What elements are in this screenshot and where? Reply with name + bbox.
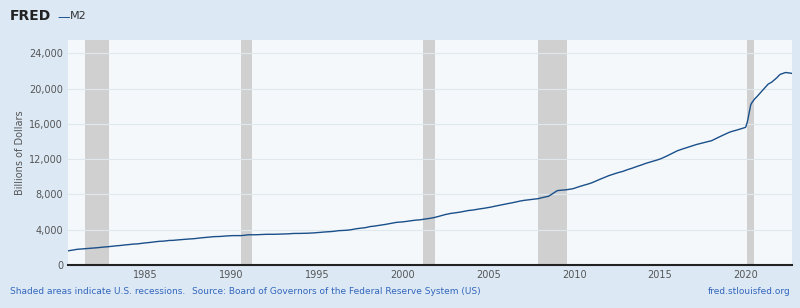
Bar [747,40,754,265]
Text: fred.stlouisfed.org: fred.stlouisfed.org [708,286,790,296]
Bar [85,40,109,265]
Y-axis label: Billions of Dollars: Billions of Dollars [15,110,25,195]
Bar [242,40,251,265]
Bar [423,40,435,265]
Bar [538,40,567,265]
Text: M2: M2 [70,11,86,21]
Text: —: — [58,11,70,24]
Text: Shaded areas indicate U.S. recessions.: Shaded areas indicate U.S. recessions. [10,286,185,296]
Text: Source: Board of Governors of the Federal Reserve System (US): Source: Board of Governors of the Federa… [192,286,480,296]
Text: FRED: FRED [10,9,51,23]
